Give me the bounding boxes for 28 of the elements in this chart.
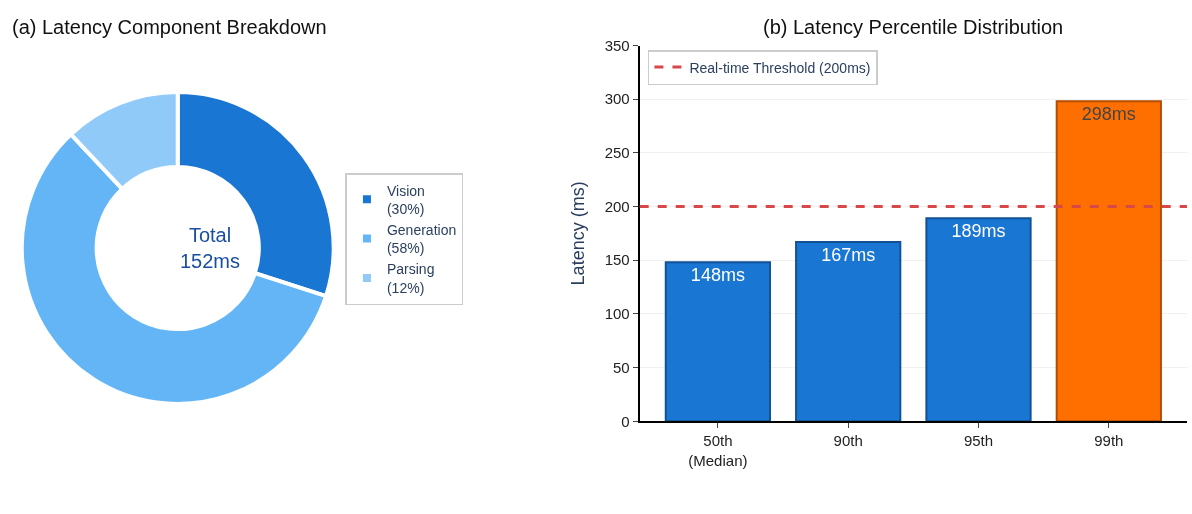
y-tick-label: 300 [604,90,630,108]
legend-label: Generation (58%) [386,221,457,257]
legend-label: Parsing (12%) [386,261,435,296]
y-tick-label: 50 [613,358,630,376]
bar [1055,100,1162,422]
legend-label: Vision (30%) [386,182,425,217]
bar [664,261,772,422]
y-tick-label: 200 [604,197,630,215]
data-label: 167ms [821,244,876,265]
legend-label: Real-time Threshold (200ms) [689,59,871,76]
x-tick-label: 90th [833,432,863,450]
chart-title: (b) Latency Percentile Distribution [763,16,1064,38]
bar [925,217,1032,422]
y-tick-label: 150 [604,251,630,269]
x-tick-label: 95th [963,432,994,450]
data-label: 298ms [1081,104,1136,125]
text: Total 152ms [180,224,241,272]
y-tick-label: 0 [621,412,630,430]
y-tick-label: 100 [604,305,630,323]
y-tick-label: 250 [604,144,630,162]
x-tick-label: 50th (Median) [688,432,748,469]
data-label: 148ms [690,265,745,286]
chart-title: (a) Latency Component Breakdown [12,16,327,38]
data-label: 189ms [951,221,1006,242]
y-tick-label: 350 [604,36,630,54]
x-tick-label: 99th [1094,432,1124,450]
y-axis-title: Latency (ms) [568,181,589,286]
bar [795,240,902,422]
